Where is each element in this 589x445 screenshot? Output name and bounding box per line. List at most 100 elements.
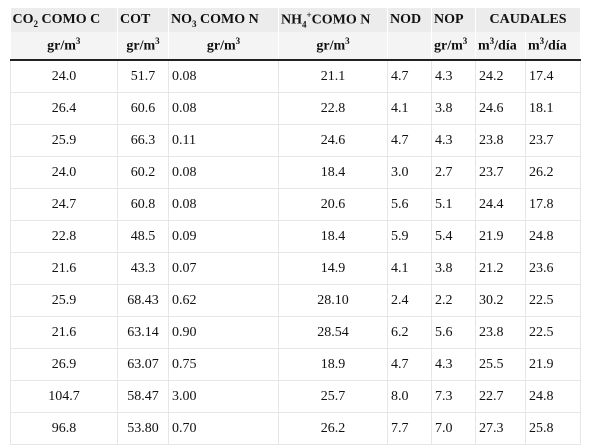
co2-cell: 24.7 <box>10 188 118 221</box>
no3-cell: 0.08 <box>168 92 279 125</box>
header-caudales: CAUDALES <box>475 8 582 32</box>
caudal1-cell: 21.2 <box>475 252 526 285</box>
no3-cell: 0.08 <box>168 188 279 221</box>
nh4-cell: 18.4 <box>278 156 388 189</box>
header-nod: NOD <box>387 8 432 32</box>
cot-cell: 60.6 <box>117 92 169 125</box>
cot-cell: 60.2 <box>117 156 169 189</box>
caudal1-cell: 27.3 <box>475 412 526 445</box>
nod-cell: 6.2 <box>387 316 432 349</box>
nh4-cell: 28.10 <box>278 284 388 317</box>
no3-cell: 0.90 <box>168 316 279 349</box>
table-header: CO2 COMO C COT NO3 COMO N NH4+COMO N NOD… <box>10 8 582 61</box>
caudal2-cell: 25.8 <box>525 412 582 445</box>
nod-cell: 4.1 <box>387 92 432 125</box>
table-row: 21.6 63.14 0.90 28.54 6.2 5.6 23.8 22.5 <box>10 316 582 349</box>
water-quality-table: CO2 COMO C COT NO3 COMO N NH4+COMO N NOD… <box>10 8 582 445</box>
nod-cell: 5.6 <box>387 188 432 221</box>
caudal1-cell: 23.8 <box>475 124 526 157</box>
no3-cell: 0.62 <box>168 284 279 317</box>
caudal2-cell: 22.5 <box>525 284 582 317</box>
nod-cell: 4.7 <box>387 124 432 157</box>
nop-cell: 5.6 <box>431 316 476 349</box>
header-no3: NO3 COMO N <box>168 8 279 32</box>
caudal1-cell: 22.7 <box>475 380 526 413</box>
nod-cell: 4.7 <box>387 348 432 381</box>
co2-cell: 24.0 <box>10 156 118 189</box>
nod-cell: 7.7 <box>387 412 432 445</box>
unit-nh4: gr/m3 <box>278 32 388 61</box>
nod-cell: 4.1 <box>387 252 432 285</box>
caudal2-cell: 17.4 <box>525 60 582 93</box>
nod-cell: 2.4 <box>387 284 432 317</box>
nh4-cell: 22.8 <box>278 92 388 125</box>
table-row: 25.9 66.3 0.11 24.6 4.7 4.3 23.8 23.7 <box>10 124 582 157</box>
caudal1-cell: 24.2 <box>475 60 526 93</box>
nop-cell: 5.1 <box>431 188 476 221</box>
table-row: 26.9 63.07 0.75 18.9 4.7 4.3 25.5 21.9 <box>10 348 582 381</box>
unit-caudal-2: m3/día <box>525 32 582 61</box>
nop-cell: 4.3 <box>431 60 476 93</box>
cot-cell: 53.80 <box>117 412 169 445</box>
table-row: 96.8 53.80 0.70 26.2 7.7 7.0 27.3 25.8 <box>10 412 582 445</box>
nop-cell: 7.0 <box>431 412 476 445</box>
nod-cell: 4.7 <box>387 60 432 93</box>
nh4-cell: 20.6 <box>278 188 388 221</box>
nh4-cell: 25.7 <box>278 380 388 413</box>
header-nop: NOP <box>431 8 476 32</box>
nod-cell: 5.9 <box>387 220 432 253</box>
table-row: 24.7 60.8 0.08 20.6 5.6 5.1 24.4 17.8 <box>10 188 582 221</box>
unit-co2: gr/m3 <box>10 32 118 61</box>
cot-cell: 66.3 <box>117 124 169 157</box>
header-nh4: NH4+COMO N <box>278 8 388 32</box>
cot-cell: 63.14 <box>117 316 169 349</box>
header-co2: CO2 COMO C <box>10 8 118 32</box>
nop-cell: 2.2 <box>431 284 476 317</box>
nop-cell: 2.7 <box>431 156 476 189</box>
nh4-cell: 24.6 <box>278 124 388 157</box>
no3-cell: 0.75 <box>168 348 279 381</box>
header-row-names: CO2 COMO C COT NO3 COMO N NH4+COMO N NOD… <box>10 8 582 32</box>
table-row: 104.7 58.47 3.00 25.7 8.0 7.3 22.7 24.8 <box>10 380 582 413</box>
unit-no3: gr/m3 <box>168 32 279 61</box>
co2-cell: 21.6 <box>10 316 118 349</box>
nop-cell: 4.3 <box>431 348 476 381</box>
caudal1-cell: 25.5 <box>475 348 526 381</box>
co2-cell: 26.9 <box>10 348 118 381</box>
data-table-container: CO2 COMO C COT NO3 COMO N NH4+COMO N NOD… <box>10 8 582 445</box>
caudal2-cell: 24.8 <box>525 380 582 413</box>
cot-cell: 43.3 <box>117 252 169 285</box>
caudal1-cell: 24.6 <box>475 92 526 125</box>
no3-cell: 0.09 <box>168 220 279 253</box>
table-row: 24.0 60.2 0.08 18.4 3.0 2.7 23.7 26.2 <box>10 156 582 189</box>
nh4-cell: 14.9 <box>278 252 388 285</box>
caudal2-cell: 21.9 <box>525 348 582 381</box>
caudal2-cell: 26.2 <box>525 156 582 189</box>
caudal1-cell: 23.8 <box>475 316 526 349</box>
cot-cell: 60.8 <box>117 188 169 221</box>
co2-cell: 104.7 <box>10 380 118 413</box>
co2-cell: 96.8 <box>10 412 118 445</box>
co2-cell: 22.8 <box>10 220 118 253</box>
cot-cell: 58.47 <box>117 380 169 413</box>
caudal1-cell: 24.4 <box>475 188 526 221</box>
nop-cell: 3.8 <box>431 92 476 125</box>
caudal2-cell: 23.7 <box>525 124 582 157</box>
unit-caudal-1: m3/día <box>475 32 526 61</box>
nod-cell: 3.0 <box>387 156 432 189</box>
table-row: 25.9 68.43 0.62 28.10 2.4 2.2 30.2 22.5 <box>10 284 582 317</box>
co2-cell: 24.0 <box>10 60 118 93</box>
no3-cell: 0.08 <box>168 156 279 189</box>
co2-cell: 26.4 <box>10 92 118 125</box>
nh4-cell: 26.2 <box>278 412 388 445</box>
header-cot: COT <box>117 8 169 32</box>
nop-cell: 4.3 <box>431 124 476 157</box>
caudal1-cell: 30.2 <box>475 284 526 317</box>
co2-cell: 21.6 <box>10 252 118 285</box>
table-row: 21.6 43.3 0.07 14.9 4.1 3.8 21.2 23.6 <box>10 252 582 285</box>
table-row: 22.8 48.5 0.09 18.4 5.9 5.4 21.9 24.8 <box>10 220 582 253</box>
caudal1-cell: 21.9 <box>475 220 526 253</box>
no3-cell: 0.07 <box>168 252 279 285</box>
header-row-units: gr/m3 gr/m3 gr/m3 gr/m3 gr/m3 m3/día m3/… <box>10 32 582 61</box>
nop-cell: 7.3 <box>431 380 476 413</box>
